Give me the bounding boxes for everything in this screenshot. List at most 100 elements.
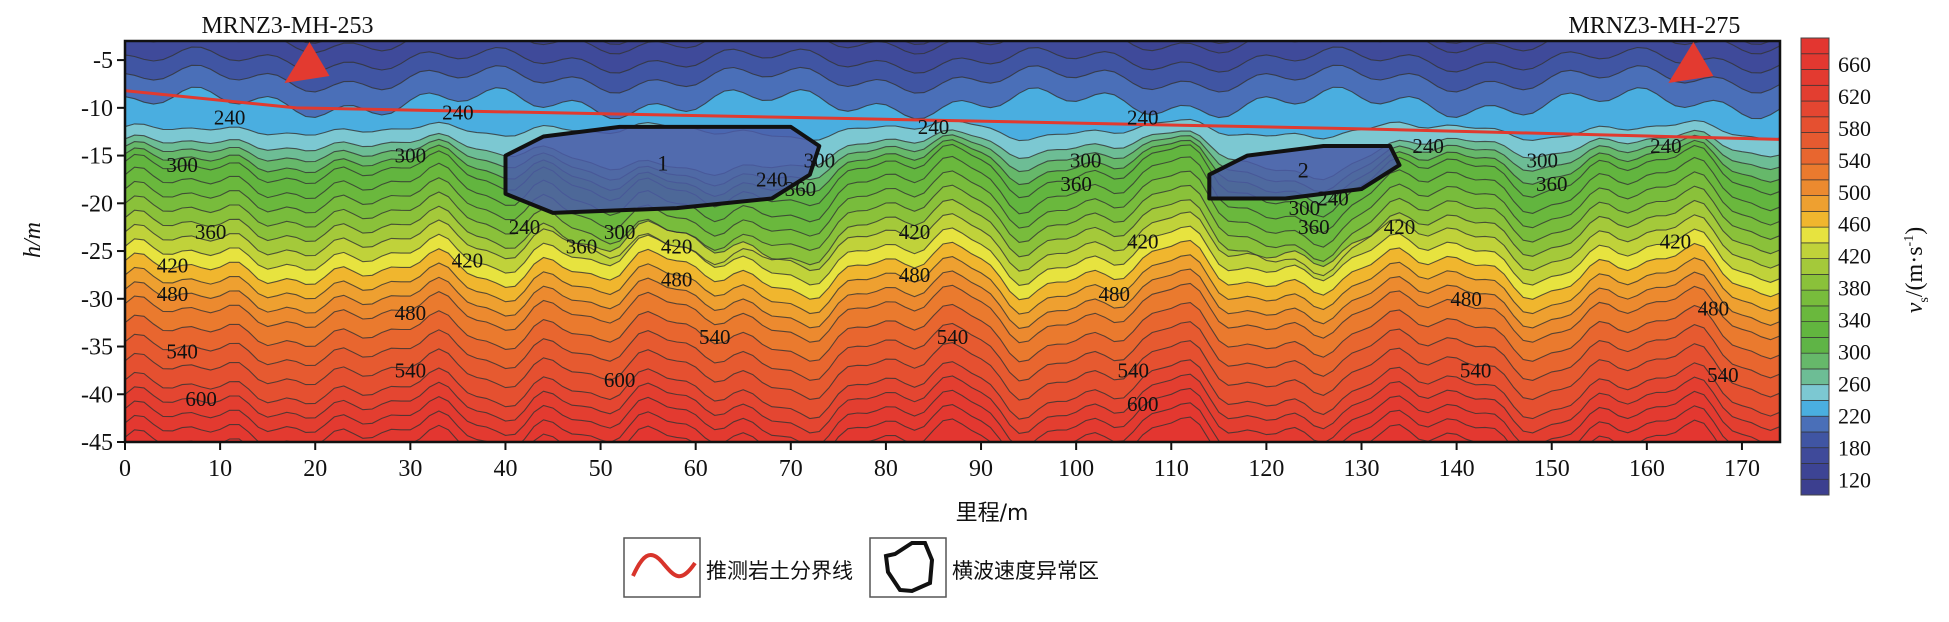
contour-label: 480	[1698, 296, 1730, 320]
colorbar-swatch	[1800, 431, 1830, 449]
contour-label: 480	[1098, 282, 1130, 306]
contour-label: 540	[1460, 358, 1492, 382]
contour-label: 240	[1127, 105, 1159, 129]
contour-line-200	[125, 64, 1780, 94]
contour-band-680	[125, 417, 1718, 442]
anomaly-zone-outline	[1207, 144, 1402, 201]
contour-line-300	[125, 139, 1780, 206]
contour-label: 300	[1070, 148, 1102, 172]
colorbar-swatch	[1800, 53, 1830, 70]
colorbar-swatch	[1800, 84, 1830, 102]
x-tick-label: 120	[1248, 456, 1284, 482]
contour-line-220	[125, 86, 1780, 120]
station-label: MRNZ3-MH-275	[1568, 13, 1740, 39]
x-tick-label: 80	[874, 456, 898, 482]
svg-text:vs/(m·s-1): vs/(m·s-1)	[1902, 227, 1932, 313]
station-marker-icon	[284, 42, 330, 83]
contour-label: 360	[1298, 215, 1330, 239]
contour-label: 480	[661, 268, 693, 292]
colorbar-swatch	[1800, 463, 1830, 480]
colorbar-tick-label: 540	[1838, 148, 1871, 173]
x-tick-label: 60	[684, 456, 708, 482]
x-tick-label: 110	[1154, 456, 1189, 482]
colorbar-swatch	[1800, 37, 1830, 55]
x-tick-label: 10	[208, 456, 232, 482]
colorbar-label-v: v	[1902, 302, 1928, 313]
colorbar-swatch	[1800, 258, 1830, 275]
contour-line-420	[125, 211, 1780, 272]
x-axis-label: 里程/m	[956, 501, 1029, 526]
y-tick-label: -45	[81, 430, 113, 456]
colorbar-title: vs/(m·s-1)	[1902, 227, 1932, 313]
y-tick-label: -20	[81, 191, 113, 217]
anomaly-fill	[505, 126, 820, 213]
contour-line-180	[125, 46, 1780, 74]
contour-label: 240	[509, 215, 541, 239]
contour-line-480	[125, 254, 1780, 315]
contour-line-260	[125, 129, 1780, 181]
legend: 推测岩土分界线 横波速度异常区	[623, 537, 1099, 598]
contour-line-380	[125, 184, 1780, 262]
x-tick-label: 100	[1058, 456, 1094, 482]
contour-label: 540	[1117, 358, 1149, 382]
contour-label: 300	[1526, 148, 1558, 172]
contour-label: 540	[699, 325, 731, 349]
colorbar-swatch	[1800, 384, 1830, 401]
colorbar-label-close: )	[1902, 227, 1928, 235]
x-tick-label: 30	[398, 456, 422, 482]
colorbar-tick-label: 300	[1838, 340, 1871, 365]
contour-line-400	[125, 198, 1780, 277]
x-tick-label: 50	[589, 456, 613, 482]
contour-line-680	[125, 416, 1719, 442]
legend-label: 横波速度异常区	[952, 559, 1099, 583]
contour-label: 360	[1536, 172, 1568, 196]
contour-label: 360	[195, 220, 227, 244]
contour-label: 420	[157, 253, 189, 277]
colorbar-swatch	[1800, 132, 1830, 149]
legend-item-anomaly: 横波速度异常区	[869, 537, 1099, 598]
colorbar-tick-label: 120	[1838, 467, 1871, 492]
x-tick-label: 160	[1629, 456, 1665, 482]
colorbar-tick-label: 580	[1838, 116, 1871, 141]
contour-label: 540	[1707, 363, 1739, 387]
rock-soil-boundary-line	[125, 89, 1780, 141]
colorbar-swatch	[1800, 478, 1830, 496]
colorbar-swatch	[1800, 100, 1830, 118]
anomaly-fill	[1209, 146, 1400, 199]
contour-line-640	[125, 387, 1780, 442]
y-tick-label: -10	[81, 96, 113, 122]
y-tick-label: -30	[81, 287, 113, 313]
contour-label: 420	[452, 249, 484, 273]
colorbar-tick-label: 380	[1838, 276, 1871, 301]
contour-label: 360	[566, 234, 598, 258]
contour-label: 240	[1317, 187, 1349, 211]
x-tick-label: 170	[1724, 456, 1760, 482]
colorbar-swatch	[1800, 116, 1830, 133]
colorbar-tick-label: 660	[1838, 52, 1871, 77]
colorbar-swatch	[1800, 352, 1830, 370]
x-tick-label: 0	[119, 456, 131, 482]
contour-label: 420	[1384, 215, 1416, 239]
colorbar-swatch	[1800, 274, 1830, 291]
x-tick-label: 40	[493, 456, 517, 482]
anomaly-label: 2	[1298, 158, 1309, 183]
anomaly-zone-outline	[503, 124, 822, 215]
colorbar-swatch	[1800, 368, 1830, 386]
colorbar-swatch	[1800, 447, 1830, 464]
contour-line-320	[125, 143, 1780, 218]
colorbar-frame	[1800, 37, 1830, 496]
y-tick-label: -5	[93, 48, 113, 74]
y-tick-label: -40	[81, 382, 113, 408]
colorbar-label-sub: s	[1917, 297, 1932, 302]
contour-label: 240	[1650, 134, 1682, 158]
contour-label: 240	[918, 115, 950, 139]
axes: 0 10 20 30 40 50 60 70 80 90 100 110 120 130 140 150 160…	[81, 48, 1760, 482]
contour-label: 600	[604, 368, 636, 392]
colorbar-swatch	[1800, 242, 1830, 259]
colorbar-label-unit: /(m·s	[1902, 246, 1928, 297]
contour-line-560	[125, 321, 1780, 382]
colorbar-tick-label: 500	[1838, 180, 1871, 205]
contour-label: 240	[442, 101, 474, 125]
